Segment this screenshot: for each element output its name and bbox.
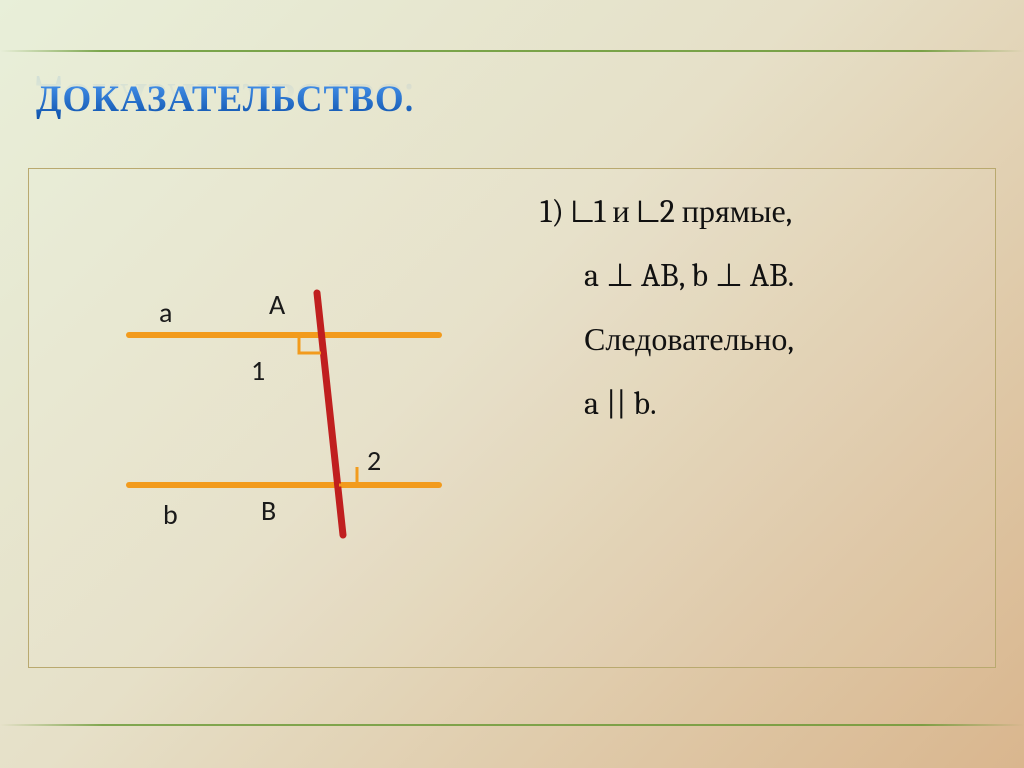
proof-text: 1) ∟1 и ∟2 прямые, a ⊥ AB, b ⊥ AB. Следо… <box>540 180 1010 436</box>
slide-title-reflection: Доказательство. <box>36 74 414 117</box>
label-angle-1: 1 <box>251 353 265 388</box>
diagram-svg <box>99 225 459 545</box>
transversal-ab <box>317 293 343 535</box>
top-divider <box>0 50 1024 52</box>
title-block: Доказательство. Доказательство. <box>36 78 414 160</box>
geometry-diagram: a b A B 1 2 <box>99 225 459 545</box>
proof-line-4: a || b. <box>540 372 1010 436</box>
label-line-a: a <box>159 295 172 330</box>
label-point-B: B <box>261 493 276 528</box>
label-point-A: A <box>269 287 285 322</box>
label-line-b: b <box>163 497 178 532</box>
proof-line-1: 1) ∟1 и ∟2 прямые, <box>540 180 1010 244</box>
proof-line-3: Следовательно, <box>540 308 1010 372</box>
bottom-divider <box>0 724 1024 726</box>
proof-line-2: a ⊥ AB, b ⊥ AB. <box>540 244 1010 308</box>
label-angle-2: 2 <box>367 443 381 478</box>
